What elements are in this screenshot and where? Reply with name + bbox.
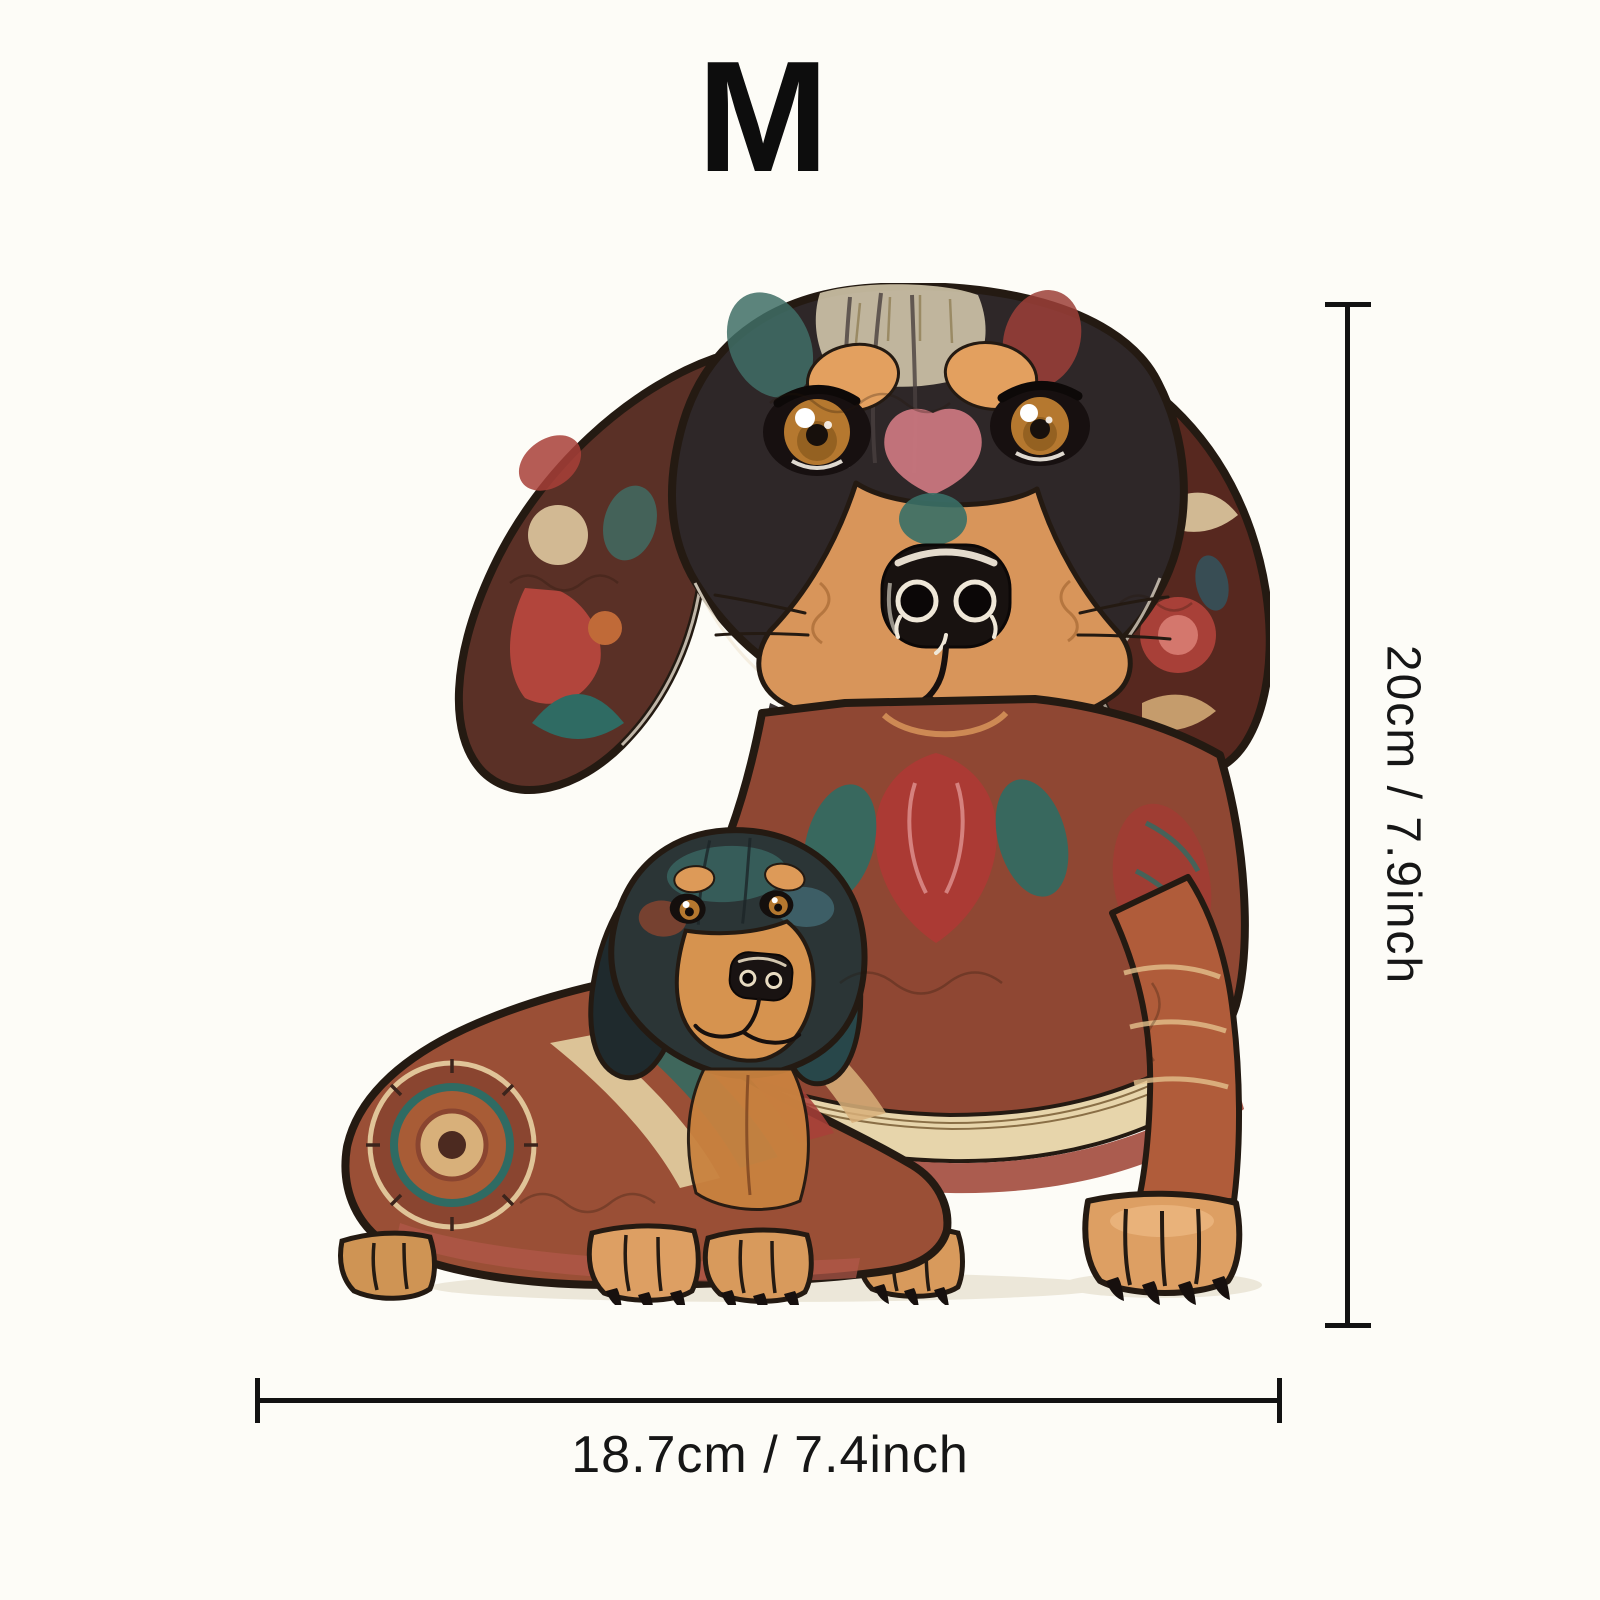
mother-right-eye [990, 381, 1090, 466]
mother-left-eye [763, 385, 871, 476]
puzzle-cut-lines [509, 392, 1193, 1214]
puzzle-artwork [300, 282, 1274, 1314]
height-dimension-line [1345, 302, 1350, 1328]
mother-nose [880, 543, 1012, 655]
mother-left-ear [454, 354, 719, 795]
dachshund-puzzle-illustration [338, 282, 1274, 1314]
size-letter-label: M [697, 29, 829, 205]
height-dimension-top-cap [1325, 302, 1371, 307]
width-dimension-line [255, 1398, 1282, 1403]
puppy-head [588, 827, 868, 1087]
puppy-paws [338, 1223, 814, 1314]
mother-muzzle [756, 408, 1133, 741]
mother-right-paw [1082, 1190, 1243, 1305]
height-dimension-label: 20cm / 7.9inch [1376, 644, 1430, 986]
height-dimension-bottom-cap [1325, 1323, 1371, 1328]
width-dimension-left-cap [255, 1378, 260, 1423]
width-dimension-label: 18.7cm / 7.4inch [571, 1426, 969, 1484]
width-dimension-right-cap [1277, 1378, 1282, 1423]
puppy-chest [686, 1067, 810, 1211]
